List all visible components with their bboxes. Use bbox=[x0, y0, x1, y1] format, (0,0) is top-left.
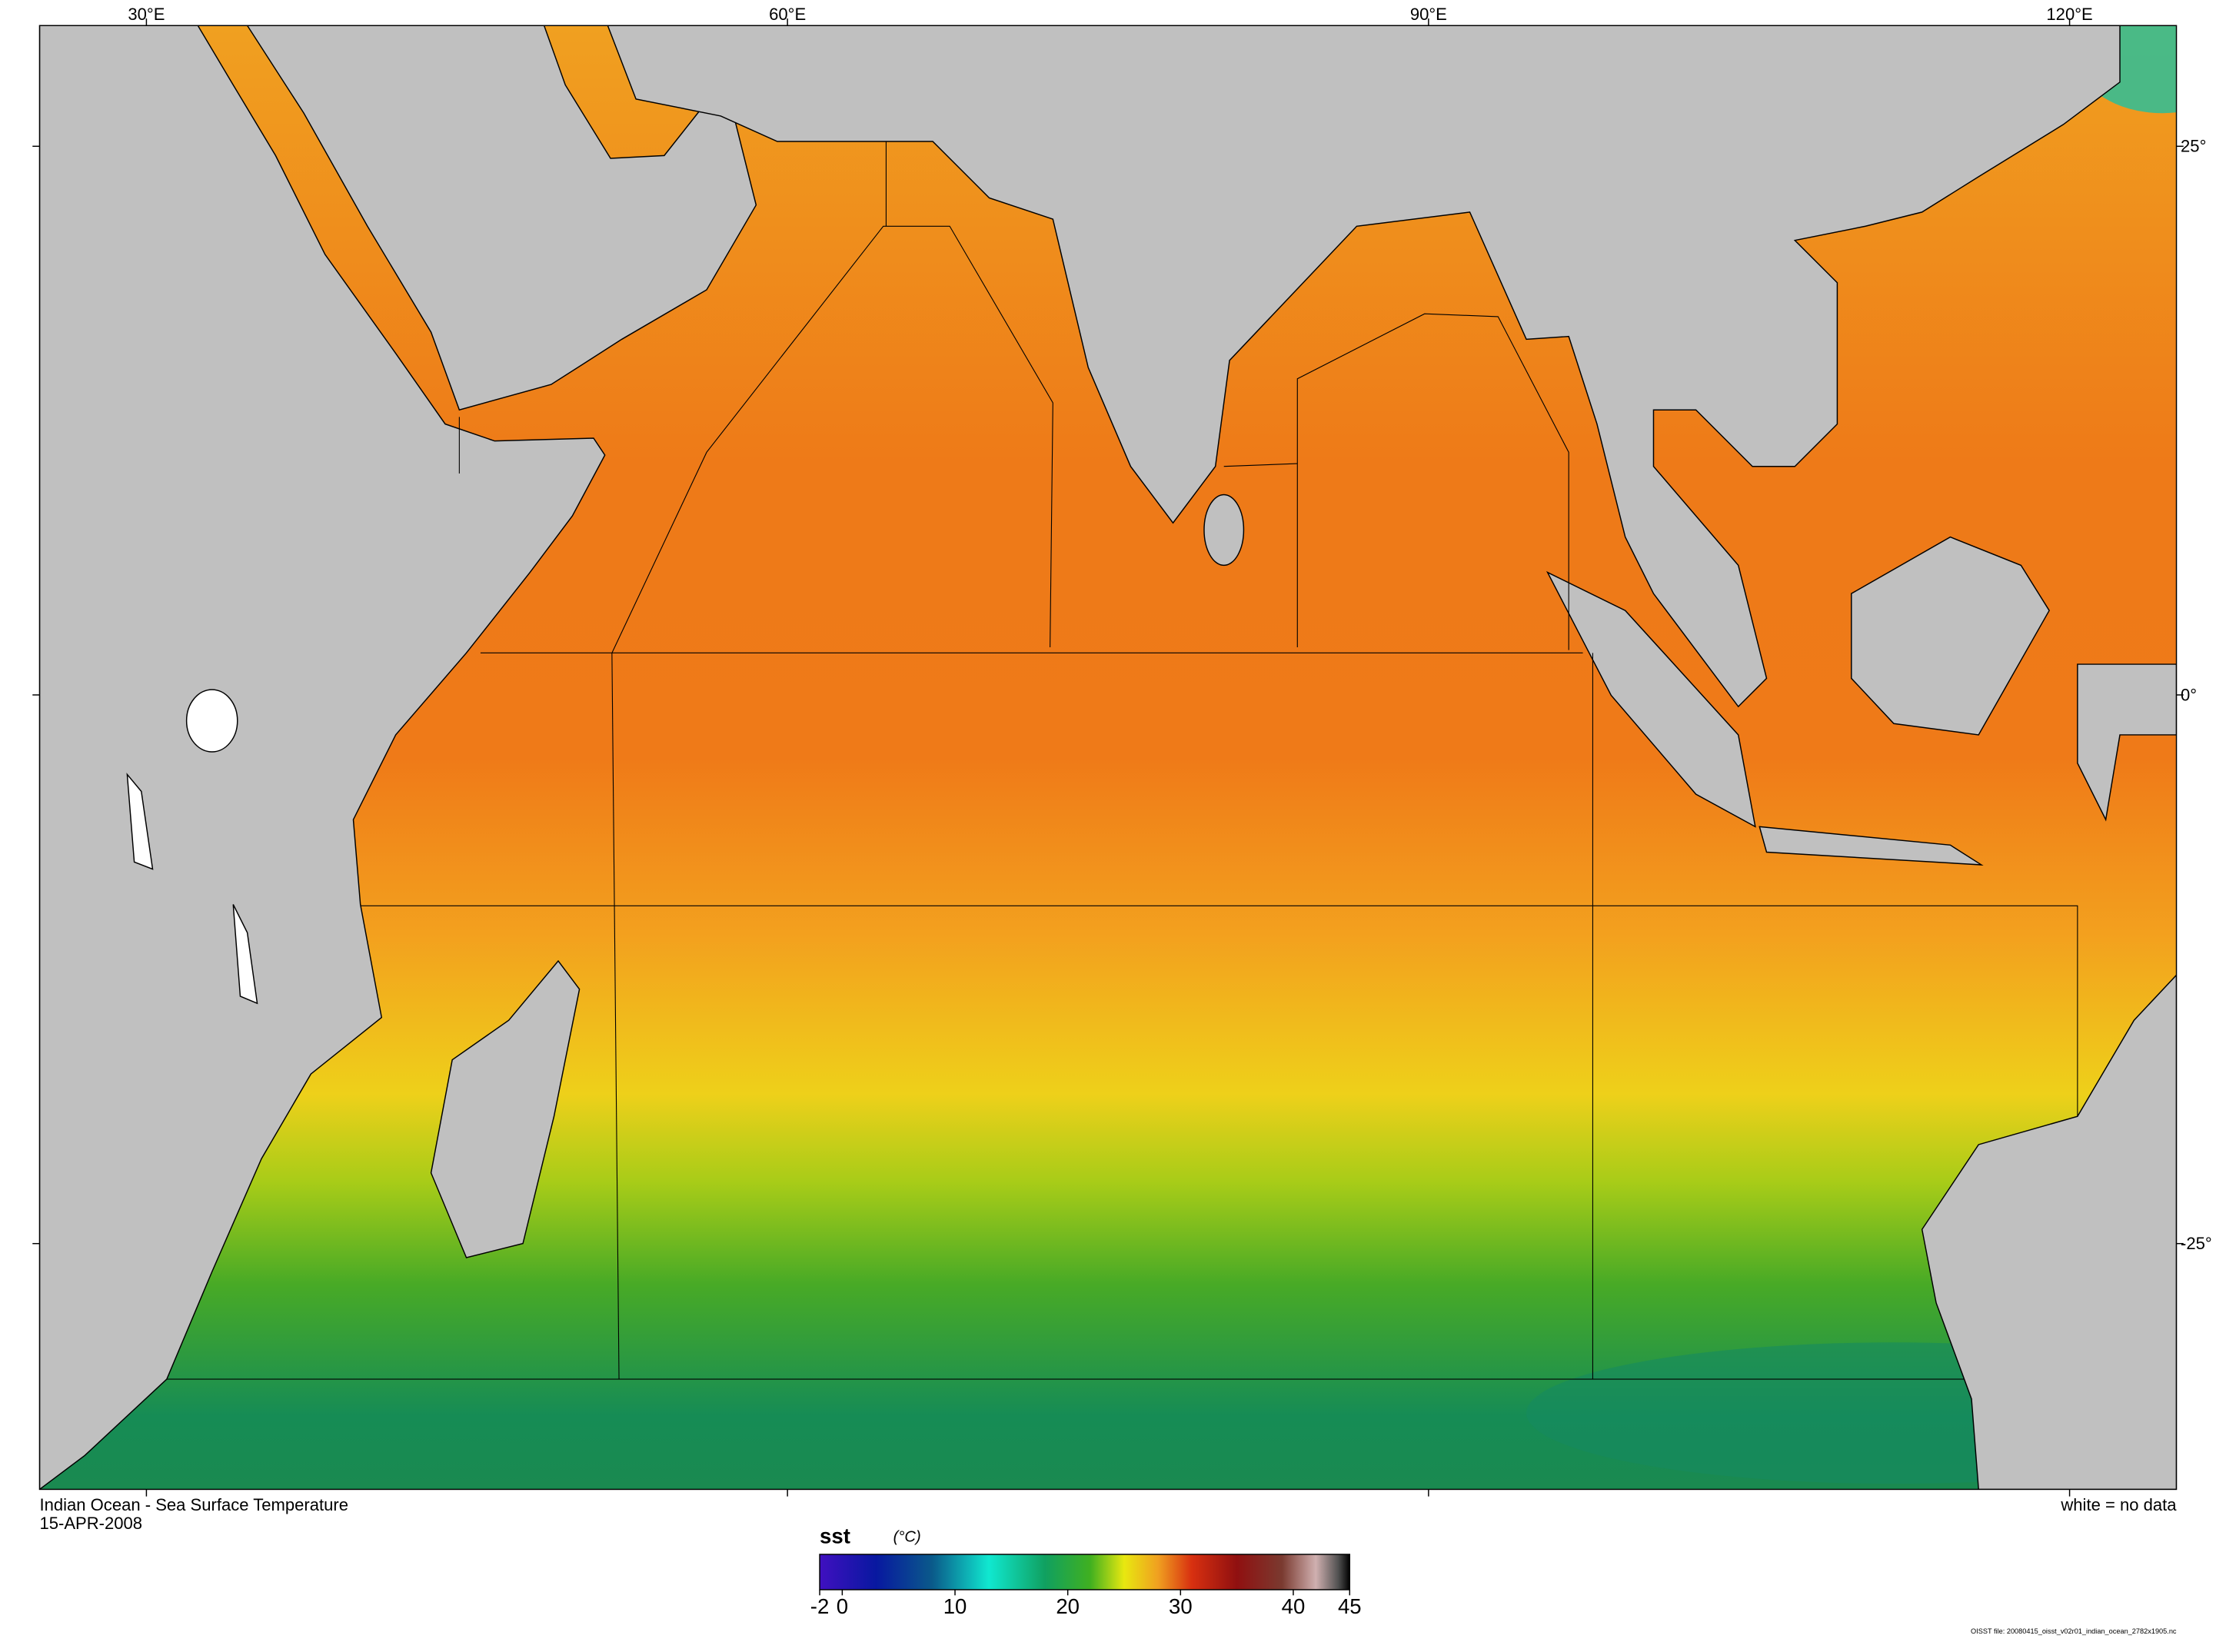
x-tick-label: 90°E bbox=[1410, 5, 1447, 24]
region-line bbox=[1296, 313, 1569, 650]
no-data-lake bbox=[126, 773, 154, 870]
colorbar-units: (°C) bbox=[893, 1528, 921, 1545]
y-tick-label: 0° bbox=[2181, 685, 2197, 704]
colorbar: -2 0 10 20 30 40 45 bbox=[810, 1554, 1362, 1618]
colorbar-tick-label: 0 bbox=[837, 1594, 848, 1618]
colorbar-tick-label: 45 bbox=[1338, 1594, 1362, 1618]
australia bbox=[1921, 974, 2177, 1490]
asia bbox=[607, 25, 2121, 708]
africa bbox=[39, 25, 606, 1490]
colorbar-variable: sst bbox=[820, 1524, 850, 1547]
map-title: Indian Ocean - Sea Surface Temperature bbox=[39, 1495, 348, 1514]
no-data-note: white = no data bbox=[2060, 1495, 2177, 1514]
region-line bbox=[1223, 463, 1298, 467]
colorbar-tick-label: 40 bbox=[1282, 1594, 1306, 1618]
borneo bbox=[1851, 536, 2050, 736]
region-line bbox=[360, 905, 2078, 1117]
x-tick-label: 30°E bbox=[128, 5, 165, 24]
colorbar-tick-label: 20 bbox=[1056, 1594, 1080, 1618]
map-frame bbox=[38, 25, 2178, 1491]
colorbar-bar bbox=[819, 1554, 1351, 1591]
madagascar bbox=[430, 959, 581, 1258]
colorbar-tick-label: -2 bbox=[810, 1594, 830, 1618]
map-date: 15-APR-2008 bbox=[39, 1514, 142, 1533]
colorbar-tick-label: 10 bbox=[943, 1594, 967, 1618]
arabia bbox=[246, 25, 757, 411]
map-area bbox=[39, 25, 2177, 1490]
java bbox=[1758, 826, 1984, 866]
no-data-lake bbox=[185, 689, 238, 753]
region-line bbox=[611, 225, 1053, 653]
axes: 30°E 60°E 90°E 120°E 25° 0° -25° bbox=[32, 5, 2212, 1497]
sulawesi bbox=[2077, 663, 2177, 822]
no-data-lake bbox=[232, 904, 258, 1005]
file-note: OISST file: 20080415_oisst_v02r01_indian… bbox=[1971, 1627, 2177, 1635]
y-tick-label: 25° bbox=[2181, 137, 2206, 156]
y-tick-label: -25° bbox=[2181, 1234, 2212, 1253]
sumatra bbox=[1546, 570, 1756, 828]
colorbar-tick-label: 30 bbox=[1169, 1594, 1193, 1618]
region-line bbox=[611, 653, 620, 1380]
x-tick-label: 120°E bbox=[2046, 5, 2092, 24]
sri-lanka bbox=[1203, 494, 1245, 567]
x-tick-label: 60°E bbox=[769, 5, 806, 24]
